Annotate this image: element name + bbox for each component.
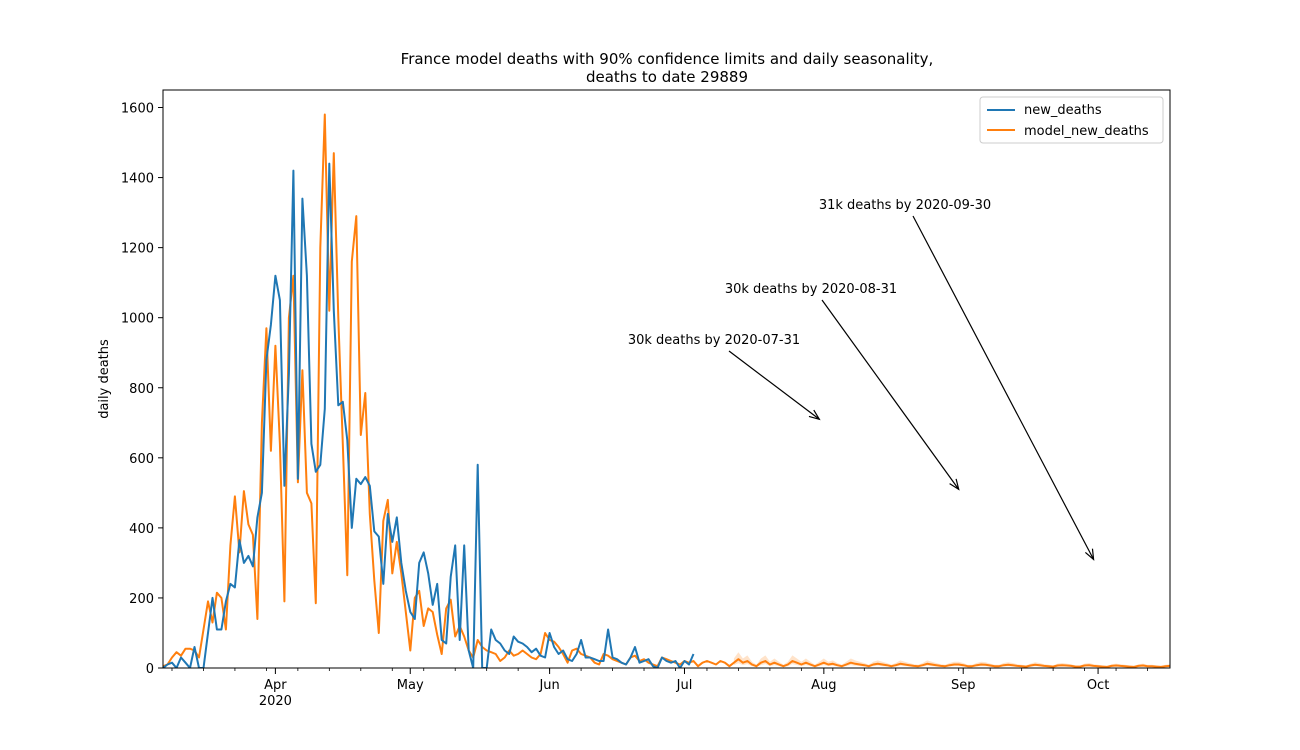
annotation-layer: 30k deaths by 2020-07-31 30k deaths by 20…	[628, 198, 1095, 561]
y-tick-label: 1600	[121, 102, 154, 117]
y-tick-label: 1000	[121, 312, 154, 327]
annotation-arrowhead	[1084, 548, 1095, 561]
legend-box	[979, 96, 1164, 144]
plot-area	[162, 89, 1171, 669]
annotation-arrowhead	[808, 409, 821, 421]
y-tick-label: 200	[129, 592, 154, 607]
y-tick-label: 600	[129, 452, 154, 467]
y-tick-label: 1200	[121, 242, 154, 257]
y-tick-label: 0	[146, 662, 154, 677]
annotation-text: 30k deaths by 2020-08-31	[725, 282, 897, 297]
y-axis: 0 200 400 600 800 1000 1200 1400 1600	[121, 102, 163, 677]
annotation-arrow	[728, 350, 820, 420]
chart-title-line-2: deaths to date 29889	[586, 68, 748, 86]
series-line-new-deaths	[163, 162, 695, 668]
x-tick-label: Oct	[1087, 678, 1109, 693]
annotation-arrow	[912, 215, 1095, 560]
x-tick-sublabel: 2020	[259, 694, 292, 709]
plot-frame	[162, 89, 1171, 669]
chart-title-line-1: France model deaths with 90% confidence …	[401, 50, 934, 68]
x-tick-label: Apr	[264, 678, 287, 693]
annotation-arrowhead	[949, 478, 960, 491]
x-tick-label: Sep	[951, 678, 976, 693]
y-tick-label: 400	[129, 522, 154, 537]
annotation-arrow	[821, 299, 960, 490]
annotation-text: 30k deaths by 2020-07-31	[628, 333, 800, 348]
x-tick-label: Aug	[811, 678, 836, 693]
x-tick-label: Jul	[676, 678, 693, 693]
legend-label-new-deaths: new_deaths	[1024, 103, 1102, 118]
legend: new_deaths model_new_deaths	[979, 96, 1164, 144]
legend-label-model-new-deaths: model_new_deaths	[1024, 124, 1149, 139]
annotation-text: 31k deaths by 2020-09-30	[819, 198, 991, 213]
x-tick-label: Jun	[538, 678, 559, 693]
y-axis-label: daily deaths	[97, 339, 112, 419]
y-tick-label: 800	[129, 382, 154, 397]
y-tick-label: 1400	[121, 172, 154, 187]
series-layer	[163, 113, 1170, 668]
x-tick-label: May	[397, 678, 424, 693]
confidence-band	[733, 652, 1170, 668]
confidence-band-layer	[733, 652, 1170, 668]
series-line-model-new-deaths	[163, 113, 1170, 668]
